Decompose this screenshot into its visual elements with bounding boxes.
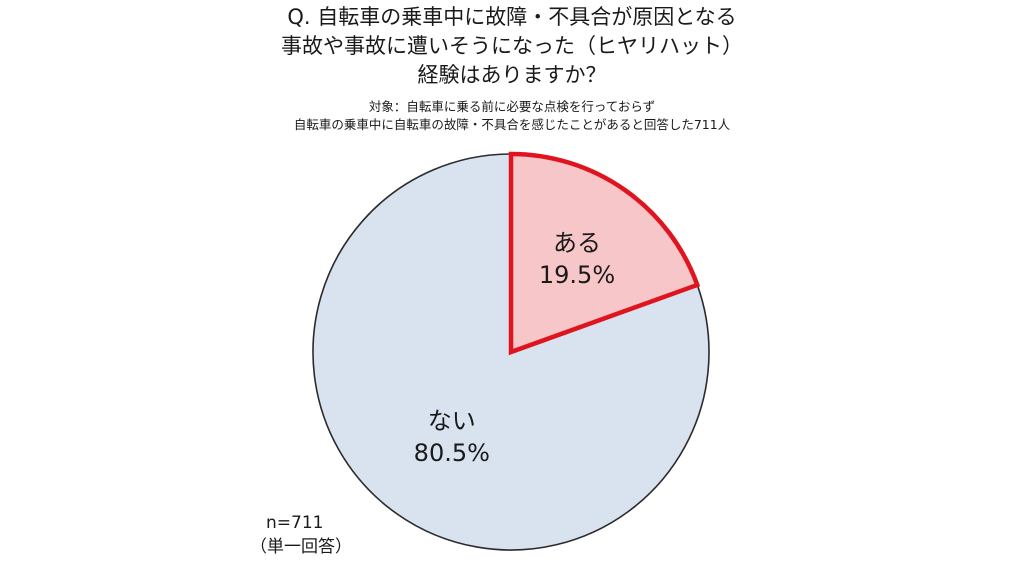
chart-title-line-1: Q. 自転車の乗車中に故障・不具合が原因となる [287, 5, 737, 29]
pie-labels: ある 19.5% ない 80.5% [414, 229, 615, 467]
pie-slice-aru-outline [508, 151, 701, 356]
slice-value-aru: 19.5% [539, 261, 615, 289]
chart-subtitle-line-1: 対象：自転車に乗る前に必要な点検を行っておらず [368, 99, 656, 114]
slice-label-nai: ない [428, 407, 476, 435]
answer-type-label: （単一回答） [250, 537, 352, 557]
chart-subtitle-line-2: 自転車の乗車中に自転車の故障・不具合を感じたことがあると回答した711人 [293, 117, 731, 132]
chart-title-line-2: 事故や事故に遭いそうになった（ヒヤリハット） [281, 34, 743, 58]
chart-title-line-3: 経験はありますか？ [417, 63, 607, 87]
pie-slice-aru [511, 154, 698, 352]
pie-slices [312, 151, 710, 551]
pie-slice-nai [312, 153, 710, 551]
slice-value-nai: 80.5% [414, 439, 490, 467]
slice-label-aru: ある [553, 229, 601, 257]
sample-size-label: n=711 [266, 513, 324, 533]
